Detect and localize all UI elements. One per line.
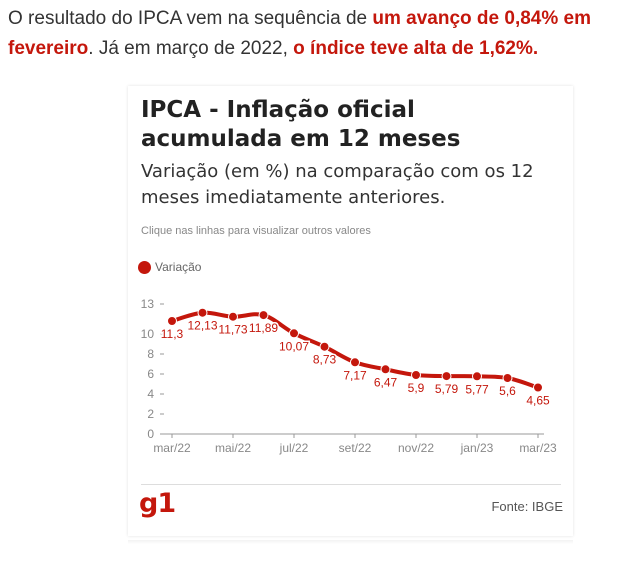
y-tick-label: 10 xyxy=(141,327,155,341)
g1-logo: g1 xyxy=(139,488,176,519)
x-tick-label: mar/23 xyxy=(519,441,557,455)
data-point[interactable] xyxy=(533,382,543,393)
y-tick-label: 2 xyxy=(147,407,154,421)
y-tick-label: 4 xyxy=(147,387,154,401)
y-tick-label: 6 xyxy=(147,367,154,381)
data-label: 5,79 xyxy=(435,382,459,396)
data-label: 8,73 xyxy=(313,353,337,367)
y-tick-label: 13 xyxy=(141,297,155,311)
x-tick-label: mar/22 xyxy=(153,441,191,455)
x-tick-label: set/22 xyxy=(339,441,372,455)
line-chart[interactable]: 0 2 4 6 8 10 13 mar/22 mai/22 jul/22 set/22 nov/22 j… xyxy=(128,86,573,486)
legend-label: Variação xyxy=(155,260,202,274)
data-point[interactable] xyxy=(167,316,177,326)
chart-subtitle: Variação (em %) na comparação com os 12 … xyxy=(141,161,534,208)
data-point[interactable] xyxy=(197,307,208,318)
data-point[interactable] xyxy=(228,311,238,322)
legend-dot-icon xyxy=(138,260,151,274)
data-point[interactable] xyxy=(472,371,482,382)
data-label: 5,9 xyxy=(408,381,425,395)
intro-highlight-1: um avanço de 0,84% em fevereiro xyxy=(8,8,591,59)
x-tick-label: jan/23 xyxy=(460,441,494,455)
data-label: 11,73 xyxy=(218,323,247,337)
data-point[interactable] xyxy=(411,370,421,380)
data-point[interactable] xyxy=(258,310,269,321)
data-point[interactable] xyxy=(289,328,299,339)
data-label: 11,89 xyxy=(249,321,278,335)
data-label: 10,07 xyxy=(279,339,309,353)
card-shadow xyxy=(128,540,573,544)
x-tick-label: mai/22 xyxy=(215,441,251,455)
x-tick-label: nov/22 xyxy=(398,441,434,455)
data-point[interactable] xyxy=(380,364,391,375)
legend-item-variacao[interactable]: Variação xyxy=(138,260,201,274)
source-note: Fonte: IBGE xyxy=(491,499,563,514)
y-tick-label: 8 xyxy=(147,347,154,361)
data-label: 5,77 xyxy=(465,382,489,396)
footer-divider xyxy=(141,484,561,485)
intro-highlight-2: o índice teve alta de 1,62%. xyxy=(293,38,539,59)
data-point[interactable] xyxy=(319,341,330,352)
data-label: 5,6 xyxy=(499,384,516,398)
data-point[interactable] xyxy=(350,357,360,368)
data-label: 12,13 xyxy=(187,319,217,333)
intro-text-2: . Já em março de 2022, xyxy=(88,38,294,59)
data-label: 7,17 xyxy=(343,368,367,382)
intro-text-1: O resultado do IPCA vem na sequência de xyxy=(8,8,373,29)
chart-card: IPCA - Inflação oficial acumulada em 12 … xyxy=(128,86,573,536)
chart-title: IPCA - Inflação oficial acumulada em 12 … xyxy=(141,97,461,152)
data-label: 6,47 xyxy=(374,375,398,389)
x-tick-label: jul/22 xyxy=(279,441,309,455)
data-point[interactable] xyxy=(441,371,452,382)
intro-paragraph: O resultado do IPCA vem na sequência de … xyxy=(8,4,633,64)
chart-hint: Clique nas linhas para visualizar outros… xyxy=(141,225,371,237)
data-label: 4,65 xyxy=(526,394,550,408)
data-label: 11,3 xyxy=(161,327,184,341)
y-tick-label: 0 xyxy=(147,427,154,441)
data-point[interactable] xyxy=(502,373,513,383)
